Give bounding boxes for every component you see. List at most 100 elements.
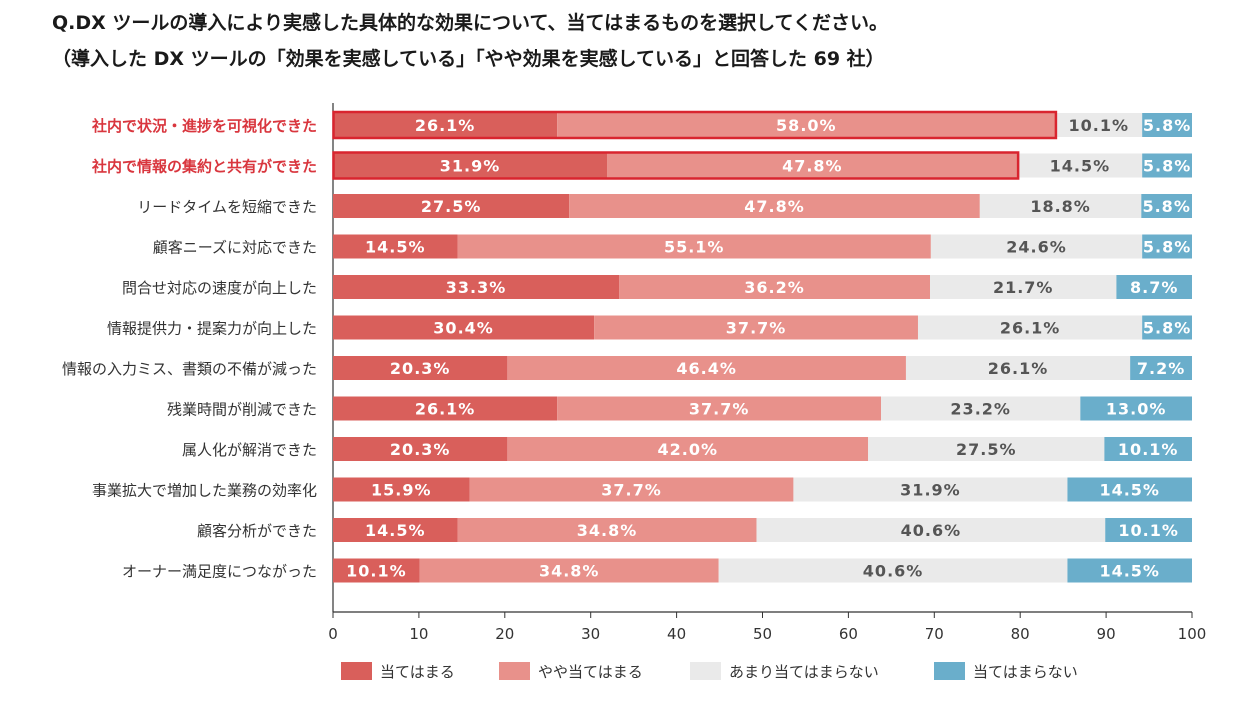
data-label: 18.8% xyxy=(1030,197,1091,216)
data-label: 13.0% xyxy=(1106,400,1167,419)
bar-segment xyxy=(333,396,558,421)
data-label: 20.3% xyxy=(390,440,451,459)
legend-swatch xyxy=(690,662,721,680)
data-label: 58.0% xyxy=(776,116,837,135)
data-label: 10.1% xyxy=(346,562,407,581)
bar-segment xyxy=(333,153,608,178)
category-label: 情報の入力ミス、書類の不備が減った xyxy=(62,360,317,378)
data-label: 14.5% xyxy=(1099,481,1160,500)
bar-segment xyxy=(594,315,918,340)
data-label: 23.2% xyxy=(950,400,1011,419)
bar-segment xyxy=(930,234,1143,259)
legend-swatch xyxy=(341,662,372,680)
x-tick-label: 30 xyxy=(581,625,600,643)
category-label: リードタイムを短縮できた xyxy=(137,198,317,216)
bar-segment xyxy=(333,194,570,218)
data-label: 37.7% xyxy=(726,319,787,338)
data-label: 47.8% xyxy=(782,157,843,176)
bar-segment xyxy=(619,275,931,299)
bar-segment xyxy=(333,315,595,340)
category-label: 顧客分析ができた xyxy=(197,522,317,540)
bar-segment xyxy=(868,437,1105,461)
legend-label: やや当てはまる xyxy=(538,663,643,681)
chart-title: Q.DX ツールの導入により実感した具体的な効果について、当てはまるものを選択し… xyxy=(52,12,888,34)
data-label: 46.4% xyxy=(676,359,737,378)
bar-segment xyxy=(1017,153,1143,178)
data-label: 5.8% xyxy=(1142,197,1190,216)
data-label: 37.7% xyxy=(601,481,662,500)
category-label: 社内で状況・進捗を可視化できた xyxy=(91,117,317,135)
data-label: 33.3% xyxy=(446,278,507,297)
category-label: 顧客ニーズに対応できた xyxy=(153,239,317,257)
data-label: 15.9% xyxy=(371,481,432,500)
category-label: 情報提供力・提案力が向上した xyxy=(107,320,317,338)
data-label: 34.8% xyxy=(539,562,600,581)
data-label: 21.7% xyxy=(993,278,1054,297)
bar-segment xyxy=(979,194,1142,218)
data-label: 47.8% xyxy=(744,197,805,216)
bar-segment xyxy=(905,356,1131,380)
data-label: 34.8% xyxy=(577,521,638,540)
bar-segment xyxy=(333,234,458,259)
data-label: 26.1% xyxy=(988,359,1049,378)
data-label: 26.1% xyxy=(415,116,476,135)
category-label: 事業拡大で増加した業務の効率化 xyxy=(92,482,317,500)
bar-segment xyxy=(469,477,794,502)
data-label: 40.6% xyxy=(863,562,924,581)
data-label: 10.1% xyxy=(1118,521,1179,540)
data-label: 5.8% xyxy=(1143,319,1191,338)
data-label: 37.7% xyxy=(689,400,750,419)
data-label: 31.9% xyxy=(900,481,961,500)
bar-segment xyxy=(1080,396,1192,421)
category-label: 残業時間が削減できた xyxy=(167,401,317,419)
bar-segment xyxy=(1130,356,1192,380)
x-tick-label: 10 xyxy=(409,625,428,643)
data-label: 14.5% xyxy=(1050,157,1111,176)
data-label: 5.8% xyxy=(1143,116,1191,135)
bar-segment xyxy=(457,518,757,542)
data-label: 27.5% xyxy=(956,440,1017,459)
data-label: 40.6% xyxy=(901,521,962,540)
data-label: 31.9% xyxy=(440,157,501,176)
legend-label: 当てはまらない xyxy=(973,663,1078,681)
data-label: 26.1% xyxy=(1000,319,1061,338)
x-tick-label: 100 xyxy=(1178,625,1207,643)
data-label: 10.1% xyxy=(1118,440,1179,459)
bar-segment xyxy=(756,518,1106,542)
data-label: 14.5% xyxy=(365,238,426,257)
bar-segment xyxy=(1067,477,1192,502)
bar-segment xyxy=(793,477,1068,502)
category-label: 問合せ対応の速度が向上した xyxy=(122,279,317,297)
x-tick-label: 0 xyxy=(328,625,338,643)
bar-segment xyxy=(333,275,620,299)
legend-swatch xyxy=(934,662,965,680)
data-label: 5.8% xyxy=(1143,157,1191,176)
bar-segment xyxy=(930,275,1117,299)
x-tick-label: 90 xyxy=(1097,625,1116,643)
bar-segment xyxy=(419,558,719,583)
data-label: 26.1% xyxy=(415,400,476,419)
bar-segment xyxy=(333,113,558,137)
legend-label: 当てはまる xyxy=(380,663,455,681)
data-label: 36.2% xyxy=(744,278,805,297)
bar-segment xyxy=(917,315,1143,340)
bar-segment xyxy=(333,558,420,583)
data-label: 14.5% xyxy=(1099,562,1160,581)
bar-segment xyxy=(1142,234,1192,259)
x-tick-label: 50 xyxy=(753,625,772,643)
legend-swatch xyxy=(499,662,530,680)
category-label: 属人化が解消できた xyxy=(182,441,317,459)
x-tick-label: 70 xyxy=(925,625,944,643)
chart-subtitle: （導入した DX ツールの「効果を実感している」「やや効果を実感している」と回答… xyxy=(52,48,885,70)
data-label: 8.7% xyxy=(1130,278,1178,297)
x-tick-label: 60 xyxy=(839,625,858,643)
bar-segment xyxy=(457,234,931,259)
data-label: 10.1% xyxy=(1069,116,1130,135)
bar-segment xyxy=(507,356,906,380)
bar-segment xyxy=(1141,194,1192,218)
bar-segment xyxy=(333,437,508,461)
x-tick-label: 20 xyxy=(495,625,514,643)
bar-segment xyxy=(1055,113,1143,137)
highlight-border xyxy=(332,110,1058,140)
